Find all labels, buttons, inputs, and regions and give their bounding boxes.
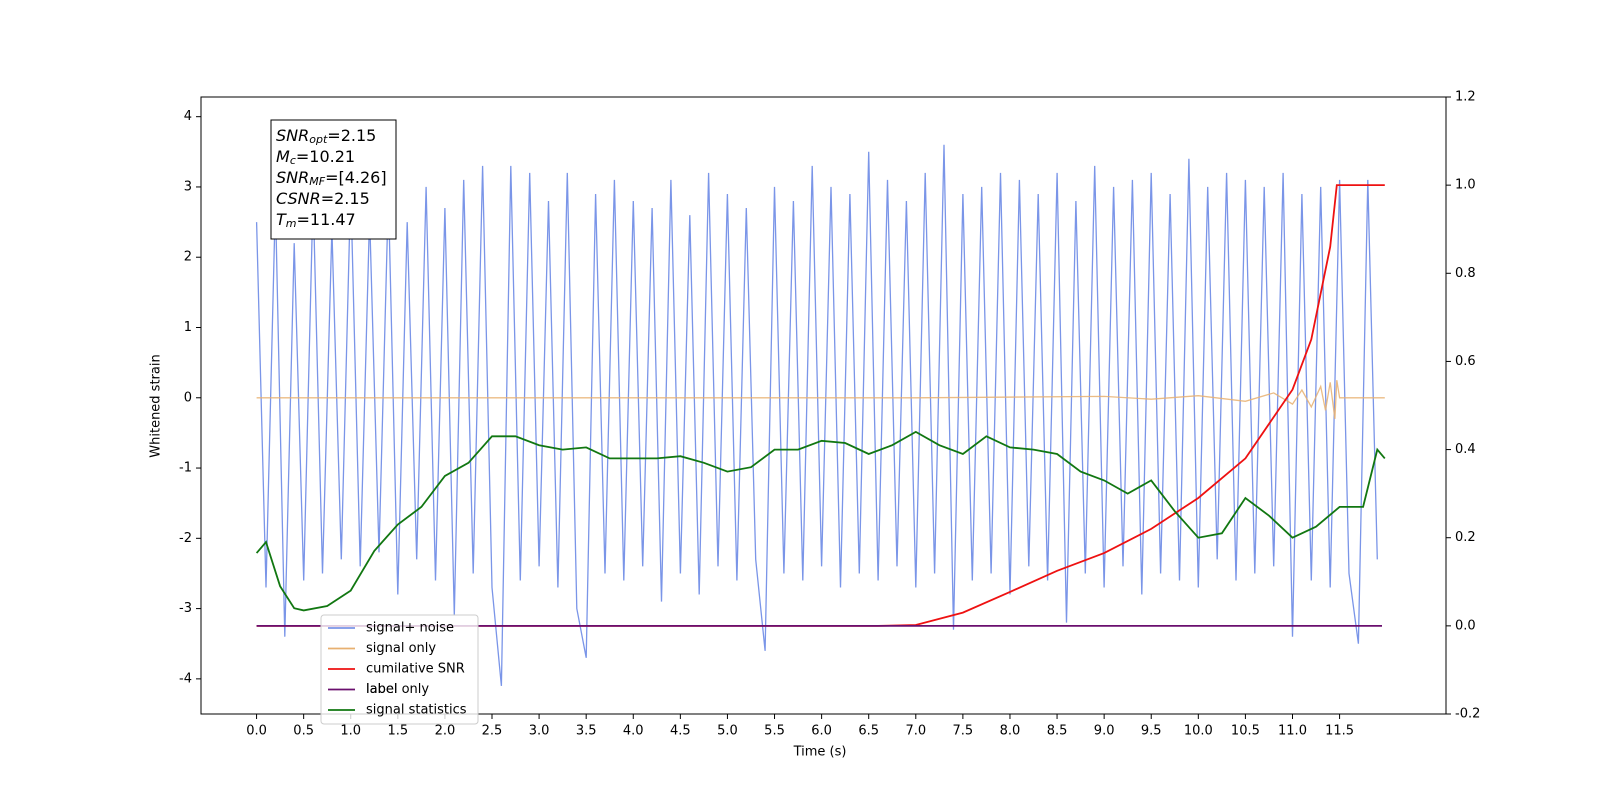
y2-tick-label: 0.0: [1455, 618, 1476, 633]
series-line: [256, 380, 1385, 419]
legend-label: signal statistics: [366, 703, 467, 718]
x-tick-label: 11.5: [1325, 724, 1354, 739]
legend-ghost-text: label only: [366, 682, 429, 697]
y-tick-label: 4: [184, 109, 192, 124]
y2-tick-label: 0.4: [1455, 442, 1476, 457]
x-tick-label: 1.5: [387, 724, 408, 739]
annotation-line: SNRMF=[4.26]: [276, 168, 387, 189]
annotation-symbol: CSNR: [276, 189, 321, 208]
x-tick-label: 10.0: [1184, 724, 1213, 739]
y2-tick-label: 0.2: [1455, 530, 1476, 545]
x-tick-label: 6.0: [811, 724, 832, 739]
annotation-value: =11.47: [297, 210, 356, 229]
y-tick-label: -2: [179, 531, 192, 546]
legend-label: label: [366, 682, 397, 697]
x-tick-label: 1.0: [340, 724, 361, 739]
x-tick-label: 8.5: [1047, 724, 1068, 739]
legend-label: signal+ noise: [366, 621, 454, 636]
series-line: [256, 184, 1385, 627]
x-tick-label: 3.5: [576, 724, 597, 739]
annotation-symbol: T: [276, 210, 287, 229]
y-tick-label: -3: [179, 601, 192, 616]
y-tick-label: 0: [184, 390, 192, 405]
y-axis-label: Whitened strain: [149, 354, 164, 457]
y-tick-label: -1: [179, 461, 192, 476]
series-line: [255, 430, 1386, 612]
annotation-line: SNRopt=2.15: [276, 126, 376, 147]
legend-box: [320, 614, 479, 725]
x-tick-label: 5.5: [764, 724, 785, 739]
annotation-value: =2.15: [321, 189, 370, 208]
x-tick-label: 0.0: [246, 724, 267, 739]
annotation-value: =10.21: [296, 147, 355, 166]
y2-tick-label: 0.8: [1455, 266, 1476, 281]
annotation-line: CSNR=2.15: [276, 189, 370, 208]
x-tick-label: 5.0: [717, 724, 738, 739]
annotation-box: [270, 119, 397, 240]
legend-label: signal only: [366, 641, 436, 656]
x-tick-label: 7.5: [953, 724, 974, 739]
annotation-line: Tm=11.47: [276, 210, 356, 231]
y-tick-label: 3: [184, 179, 192, 194]
x-tick-label: 9.5: [1141, 724, 1162, 739]
x-tick-label: 8.0: [1000, 724, 1021, 739]
annotation-subscript: MF: [309, 175, 325, 188]
x-tick-label: 2.0: [435, 724, 456, 739]
y2-tick-label: -0.2: [1455, 707, 1480, 722]
annotation-line: Mc=10.21: [276, 147, 355, 168]
annotation-value: =2.15: [327, 126, 376, 145]
annotation-value: =[4.26]: [325, 168, 387, 187]
y2-tick-label: 0.6: [1455, 354, 1476, 369]
y2-tick-label: 1.0: [1455, 178, 1476, 193]
legend-label: cumilative SNR: [366, 662, 465, 677]
x-tick-label: 4.5: [670, 724, 691, 739]
x-tick-label: 10.5: [1231, 724, 1260, 739]
y-tick-label: 2: [184, 250, 192, 265]
annotation-subscript: m: [286, 217, 297, 230]
series-line: [255, 144, 1378, 686]
plot-frame: [200, 96, 1447, 715]
x-axis-label: Time (s): [793, 745, 847, 760]
annotation-symbol: SNR: [276, 168, 309, 187]
x-tick-label: 2.5: [482, 724, 503, 739]
x-tick-label: 4.0: [623, 724, 644, 739]
plot-area: [255, 144, 1386, 686]
y2-tick-label: 1.2: [1455, 90, 1476, 105]
annotation-subscript: c: [290, 154, 296, 167]
annotation-symbol: M: [276, 147, 290, 166]
x-tick-label: 11.0: [1278, 724, 1307, 739]
annotation-symbol: SNR: [276, 126, 309, 145]
annotation-subscript: opt: [309, 133, 328, 146]
x-tick-label: 6.5: [858, 724, 879, 739]
x-tick-label: 3.0: [529, 724, 550, 739]
y-tick-label: 1: [184, 320, 192, 335]
x-tick-label: 0.5: [293, 724, 314, 739]
y-tick-label: -4: [179, 671, 192, 686]
x-tick-label: 9.0: [1094, 724, 1115, 739]
x-tick-label: 7.0: [905, 724, 926, 739]
